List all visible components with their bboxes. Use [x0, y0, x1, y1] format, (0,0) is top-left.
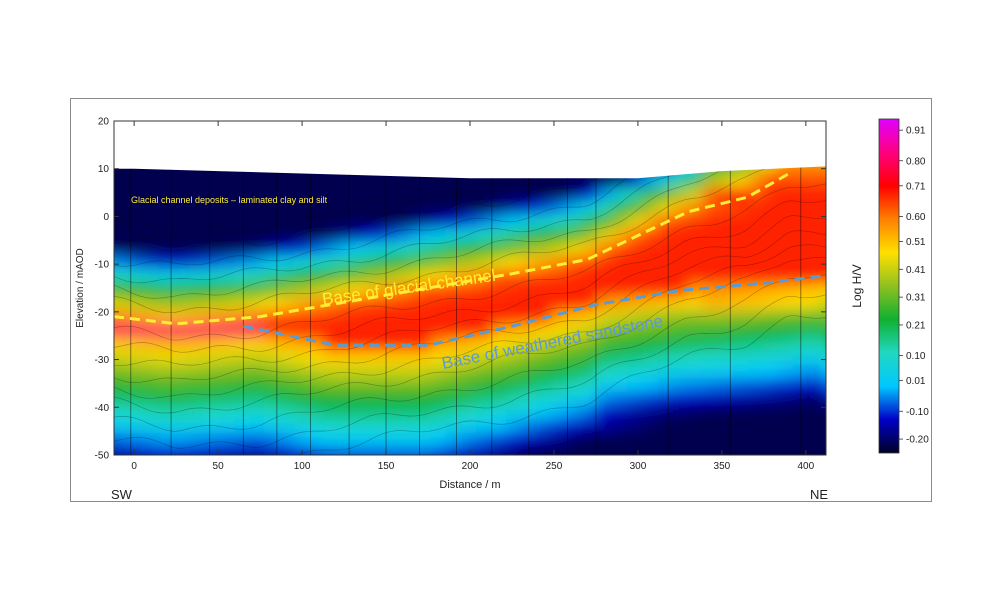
x-tick-label: 200 [462, 461, 479, 472]
x-tick-label: 100 [294, 461, 311, 472]
colorbar-tick-label: 0.41 [906, 265, 926, 276]
x-tick-label: 300 [630, 461, 647, 472]
y-tick-label: -40 [95, 403, 110, 414]
colorbar-tick-label: 0.60 [906, 212, 926, 223]
y-axis-ticks: 20 10 0 -10 -20 -30 -40 -50 [95, 117, 826, 462]
colorbar-ticks: 0.91 0.80 0.71 0.60 0.51 0.41 0.31 0.21 0.10 0.01… [899, 126, 929, 446]
x-tick-label: 250 [546, 461, 563, 472]
x-axis-label: Distance / m [439, 479, 500, 491]
y-tick-label: -10 [95, 260, 110, 271]
x-tick-label: 0 [131, 461, 137, 472]
colorbar-tick-label: 0.91 [906, 126, 926, 137]
colorbar: 0.91 0.80 0.71 0.60 0.51 0.41 0.31 0.21 0.10 0.01… [850, 118, 929, 454]
interpreted-boundaries [114, 172, 823, 347]
colorbar-tick-label: -0.10 [906, 407, 929, 418]
y-tick-label: -20 [95, 307, 110, 318]
colorbar-gradient [878, 118, 900, 454]
colorbar-tick-label: -0.20 [906, 435, 929, 446]
y-tick-label: 10 [98, 164, 110, 175]
figure-frame: 0 50 100 150 200 250 300 350 400 20 10 0 -10 -20 -30-… [70, 98, 932, 502]
glacial-channel-boundary [114, 172, 790, 326]
y-tick-label: -50 [95, 451, 110, 462]
hv-ratio-field [114, 166, 826, 455]
sw-label: SW [111, 487, 133, 501]
ne-label: NE [810, 487, 828, 501]
y-tick-label: 0 [103, 212, 109, 223]
x-tick-label: 50 [213, 461, 225, 472]
x-tick-label: 400 [798, 461, 815, 472]
colorbar-tick-label: 0.71 [906, 181, 926, 192]
x-tick-label: 150 [378, 461, 395, 472]
colorbar-label: Log H/V [850, 264, 864, 307]
colorbar-tick-label: 0.21 [906, 320, 926, 331]
deposits-label: Glacial channel deposits – laminated cla… [131, 195, 328, 205]
colorbar-tick-label: 0.80 [906, 156, 926, 167]
x-axis-ticks: 0 50 100 150 200 250 300 350 400 [131, 121, 815, 472]
x-tick-label: 350 [714, 461, 731, 472]
y-tick-label: 20 [98, 117, 110, 128]
weathered-sandstone-boundary [242, 274, 823, 347]
plot-area: 0 50 100 150 200 250 300 350 400 20100-10-20-30-… [95, 117, 827, 472]
y-tick-label: -30 [95, 355, 110, 366]
colorbar-tick-label: 0.01 [906, 376, 926, 387]
contour-lines [114, 166, 826, 455]
colorbar-tick-label: 0.10 [906, 351, 926, 362]
colorbar-tick-label: 0.31 [906, 293, 926, 304]
hv-section-chart: 0 50 100 150 200 250 300 350 400 20100-10-20-30-… [75, 117, 929, 503]
colorbar-tick-label: 0.51 [906, 237, 926, 248]
y-axis-label: Elevation / mAOD [75, 248, 86, 327]
